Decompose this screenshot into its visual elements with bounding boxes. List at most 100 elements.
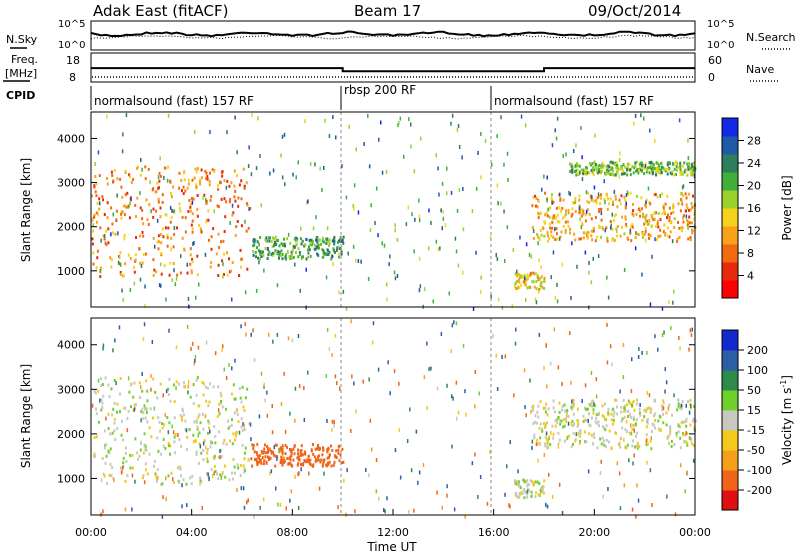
velocity-cell: [107, 451, 110, 455]
velocity-noise-cell: [531, 439, 534, 444]
power-cell: [246, 203, 249, 207]
power-cell: [616, 234, 619, 238]
power-cell: [290, 256, 293, 260]
power-cell: [582, 168, 585, 172]
velocity-noise-cell: [408, 509, 410, 514]
velocity-noise-cell: [430, 366, 432, 371]
power-cell: [663, 209, 666, 213]
power-cell: [606, 194, 608, 198]
velocity-noise-cell: [504, 492, 506, 497]
power-cell: [189, 202, 192, 206]
velocity-noise-cell: [690, 403, 692, 408]
power-noise-cell: [647, 186, 650, 191]
power-cell: [303, 244, 306, 248]
power-cell: [541, 285, 544, 289]
velocity-cell: [201, 380, 204, 384]
power-cell: [654, 192, 657, 196]
power-noise-cell: [673, 289, 675, 294]
velocity-noise-cell: [415, 429, 418, 434]
power-noise-cell: [269, 171, 271, 176]
power-noise-cell: [559, 192, 561, 197]
velocity-noise-cell: [455, 321, 458, 326]
velocity-cell: [237, 466, 240, 470]
power-noise-cell: [504, 259, 506, 263]
power-cell: [192, 197, 195, 201]
power-cell: [647, 233, 650, 237]
velocity-cell: [160, 482, 163, 486]
cpid-label: CPID: [6, 89, 35, 102]
velocity-noise-cell: [122, 465, 124, 470]
velocity-noise-cell: [535, 442, 538, 447]
velocity-noise-cell: [202, 441, 205, 446]
power-cell: [571, 170, 574, 174]
velocity-noise-cell: [155, 474, 157, 479]
power-noise-cell: [248, 207, 250, 211]
velocity-cell: [146, 389, 149, 393]
velocity-noise-cell: [362, 379, 364, 384]
velocity-noise-cell: [297, 472, 299, 477]
velocity-cell: [521, 492, 524, 495]
velocity-noise-cell: [331, 427, 333, 432]
power-noise-cell: [229, 221, 231, 225]
velocity-cell: [265, 451, 268, 455]
velocity-ytick-label-2: 3000: [57, 383, 85, 396]
power-cell: [309, 254, 312, 258]
velocity-cell: [326, 448, 329, 452]
velocity-cell: [524, 480, 527, 484]
power-cell: [281, 257, 284, 261]
velocity-cell: [195, 418, 198, 422]
power-noise-cell: [341, 250, 343, 255]
power-cell: [260, 252, 263, 256]
velocity-cell: [532, 422, 535, 426]
velocity-cell: [279, 446, 282, 450]
velocity-noise-cell: [529, 378, 531, 383]
power-data: [91, 112, 697, 311]
velocity-cell: [645, 433, 648, 437]
velocity-cell: [533, 420, 536, 424]
power-cell: [276, 252, 279, 256]
power-noise-cell: [687, 138, 689, 143]
velocity-cell: [636, 398, 638, 402]
velocity-cell: [517, 484, 520, 488]
velocity-cell: [604, 428, 607, 432]
power-cell: [327, 249, 330, 253]
power-cell: [293, 237, 296, 241]
velocity-noise-cell: [509, 504, 511, 509]
velocity-noise-cell: [205, 445, 207, 450]
velocity-cell: [162, 438, 165, 441]
velocity-cell: [239, 464, 242, 467]
power-cell: [159, 174, 162, 178]
power-cell: [199, 178, 202, 182]
velocity-cell: [576, 425, 579, 428]
velocity-noise-cell: [213, 471, 215, 476]
power-cell: [549, 226, 552, 230]
x-axis: 00:00 04:00 08:00 12:00 16:00 20:00 00:00: [75, 509, 711, 539]
power-cell: [228, 270, 231, 274]
velocity-cell: [526, 479, 529, 483]
power-cell: [327, 239, 330, 243]
velocity-noise-cell: [157, 475, 159, 480]
power-cell: [259, 257, 261, 261]
power-noise-cell: [573, 149, 575, 153]
velocity-noise-cell: [303, 386, 305, 390]
velocity-ytick-label-1: 2000: [57, 428, 85, 441]
velocity-noise-cell: [331, 353, 333, 357]
power-cell: [159, 233, 162, 236]
velocity-noise-cell: [276, 456, 278, 461]
velocity-cell: [514, 491, 517, 495]
velocity-cell: [603, 443, 606, 447]
velocity-noise-cell: [662, 406, 665, 411]
power-cell: [127, 253, 130, 257]
power-cell: [687, 163, 690, 167]
velocity-cell: [199, 479, 202, 483]
velocity-noise-cell: [269, 471, 271, 476]
velocity-cell: [279, 459, 282, 463]
velocity-cell: [632, 399, 635, 403]
power-noise-cell: [377, 233, 379, 238]
power-cell: [578, 210, 581, 214]
power-cell: [128, 216, 131, 220]
power-cell: [285, 257, 288, 261]
power-noise-cell: [668, 300, 670, 305]
velocity-noise-cell: [105, 416, 107, 421]
velocity-cell: [579, 434, 582, 438]
